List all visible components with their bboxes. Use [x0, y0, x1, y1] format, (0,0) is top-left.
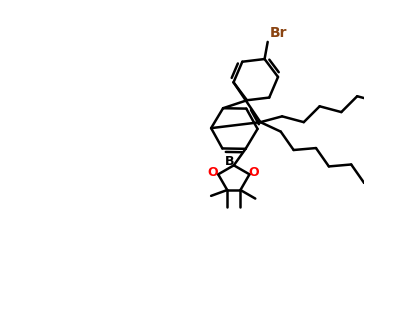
Text: B: B [225, 155, 235, 168]
Text: Br: Br [270, 26, 288, 40]
Text: O: O [207, 166, 218, 179]
Text: O: O [249, 166, 259, 179]
